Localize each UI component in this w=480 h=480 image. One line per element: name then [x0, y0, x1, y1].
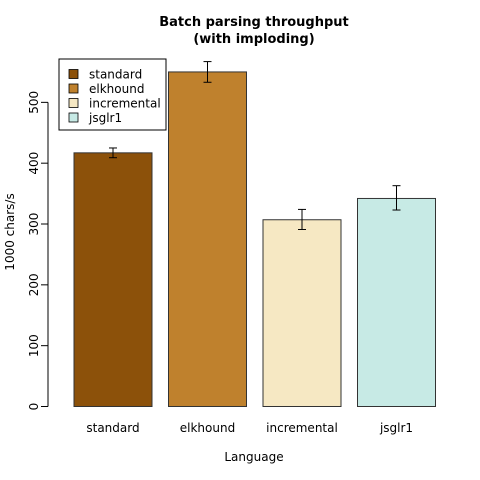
- x-tick-label-elkhound: elkhound: [180, 421, 235, 435]
- x-tick-label-jsglr1: jsglr1: [379, 421, 413, 435]
- chart-subtitle-text: (with imploding): [193, 32, 314, 47]
- y-tick-label: 200: [27, 273, 41, 296]
- legend-label-elkhound: elkhound: [89, 82, 144, 96]
- y-tick-label: 400: [27, 152, 41, 175]
- bar-jsglr1: [357, 197, 436, 407]
- bar-standard: [73, 152, 153, 407]
- bar-elkhound: [168, 71, 247, 407]
- chart-title: Batch parsing throughput (with imploding…: [159, 15, 349, 47]
- legend-label-jsglr1: jsglr1: [88, 111, 122, 125]
- x-axis: standard elkhound incremental jsglr1: [86, 421, 413, 435]
- y-axis: 0 100 200 300 400 500: [27, 91, 49, 411]
- chart-title-text: Batch parsing throughput: [159, 15, 349, 30]
- y-tick-label: 500: [27, 91, 41, 114]
- legend-swatch-incremental: [68, 98, 79, 108]
- legend-swatch-elkhound: [68, 83, 79, 94]
- x-tick-label-standard: standard: [86, 421, 139, 435]
- legend-swatch-jsglr1: [68, 112, 79, 123]
- y-tick-label: 0: [27, 403, 41, 411]
- y-axis-label: 1000 chars/s: [3, 193, 17, 270]
- legend-swatch-standard: [68, 69, 79, 79]
- y-tick-label: 300: [27, 213, 41, 236]
- bars-group: [73, 71, 436, 407]
- error-bars-group: [109, 61, 401, 230]
- x-tick-label-incremental: incremental: [266, 421, 338, 435]
- legend-label-standard: standard: [89, 68, 142, 82]
- y-tick-label: 100: [27, 334, 41, 357]
- bar-incremental: [262, 219, 342, 407]
- x-axis-label: Language: [224, 450, 283, 464]
- legend-label-incremental: incremental: [89, 97, 161, 111]
